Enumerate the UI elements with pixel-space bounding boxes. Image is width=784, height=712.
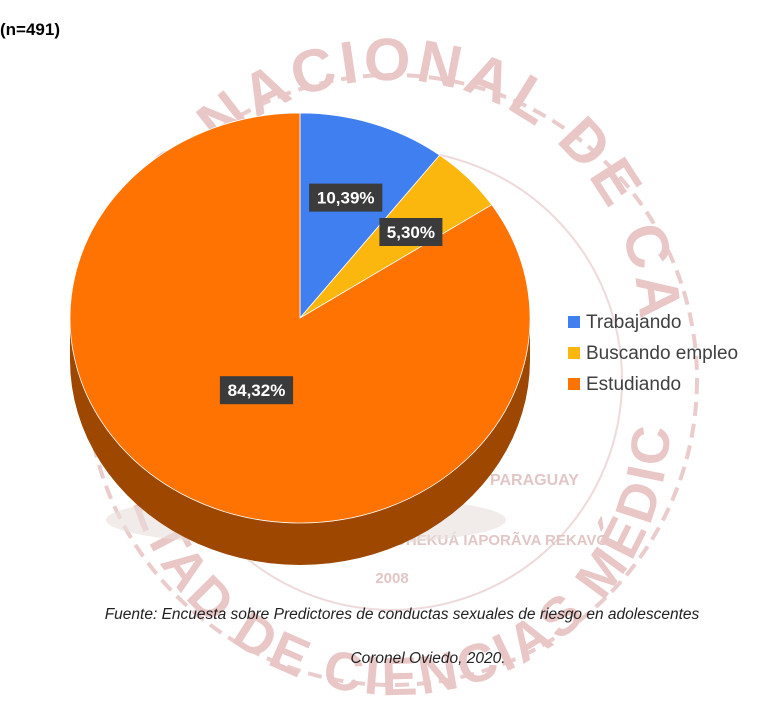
pie-slice-estudiando — [69, 112, 531, 524]
data-label-box-1 — [379, 218, 443, 246]
legend-label-1: Buscando empleo — [586, 343, 738, 364]
pie-wall-2 — [70, 318, 530, 565]
data-label-0: 10,39% — [317, 189, 375, 208]
data-label-2: 84,32% — [228, 381, 286, 400]
legend-label-0: Trabajando — [586, 312, 681, 333]
pie-3d-layer — [69, 112, 531, 565]
legend: Trabajando Buscando empleo Estudiando — [568, 312, 738, 395]
watermark-center-line-3: 2008 — [375, 570, 408, 587]
data-label-1: 5,30% — [387, 223, 435, 242]
data-label-box-2 — [219, 376, 294, 405]
legend-swatch-1 — [568, 347, 580, 359]
data-labels: 10,39% 5,30% 84,32% — [219, 183, 443, 405]
source-line-2: Coronel Oviedo, 2020. — [350, 650, 506, 667]
source-line-1: Fuente: Encuesta sobre Predictores de co… — [104, 606, 700, 623]
n-label: (n=491) — [0, 20, 60, 39]
pie-slice-trabajando — [299, 112, 441, 320]
legend-label-2: Estudiando — [586, 374, 681, 395]
legend-swatch-2 — [568, 378, 580, 390]
legend-swatch-0 — [568, 316, 580, 328]
watermark-center-line-1: PARAGUAY — [490, 472, 579, 489]
data-label-box-0 — [309, 183, 383, 212]
